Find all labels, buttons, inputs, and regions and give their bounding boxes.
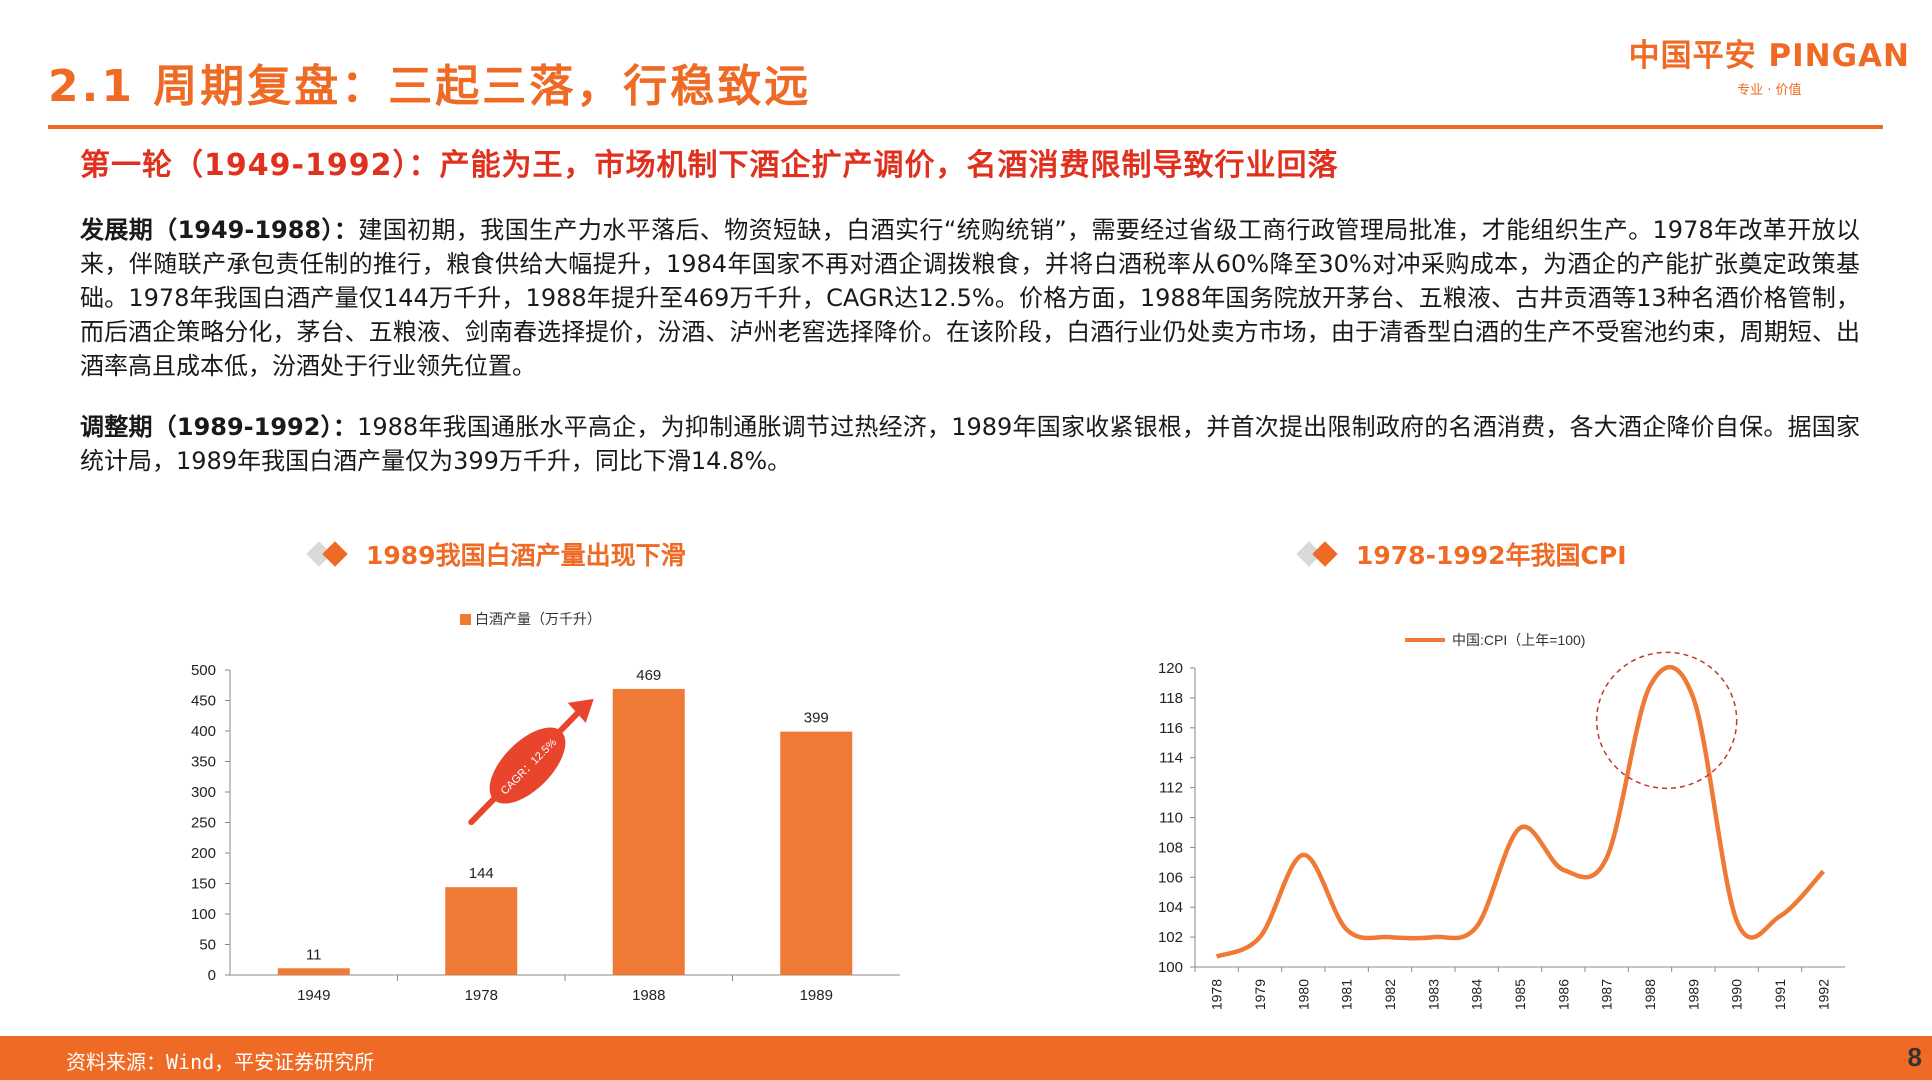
- x-tick-label: 1990: [1729, 979, 1745, 1010]
- cpi-line: [1215, 665, 1825, 959]
- y-tick-label: 100: [191, 906, 216, 923]
- x-tick-label: 1978: [465, 987, 498, 1004]
- paragraph-label: 调整期（1989-1992）：: [80, 413, 358, 441]
- logo-text: 中国平安 PINGAN: [1628, 38, 1910, 74]
- y-tick-label: 350: [191, 754, 216, 771]
- legend-swatch: [460, 614, 471, 625]
- x-tick-label: 1949: [297, 987, 330, 1004]
- y-tick-label: 200: [191, 845, 216, 862]
- section-subtitle: 第一轮（1949-1992）：产能为王，市场机制下酒企扩产调价，名酒消费限制导致…: [80, 148, 1339, 183]
- x-tick-label: 1985: [1512, 979, 1528, 1010]
- page-title: 2.1 周期复盘：三起三落，行稳致远: [48, 61, 812, 112]
- data-label: 399: [804, 710, 829, 727]
- title-divider: [48, 125, 1883, 129]
- bar: [612, 688, 685, 975]
- x-tick-label: 1981: [1339, 979, 1355, 1010]
- x-tick-label: 1988: [632, 987, 665, 1004]
- x-tick-label: 1988: [1642, 979, 1658, 1010]
- pingan-logo: 中国平安 PINGAN 专业 · 价值: [1629, 30, 1910, 98]
- y-tick-label: 118: [1159, 690, 1183, 707]
- line-chart-title-text: 1978-1992年我国CPI: [1356, 541, 1627, 570]
- x-tick-label: 1980: [1295, 979, 1311, 1010]
- bar: [445, 887, 518, 975]
- y-tick-label: 150: [191, 876, 216, 893]
- legend-label: 白酒产量（万千升）: [475, 611, 601, 627]
- y-tick-label: 50: [199, 937, 216, 954]
- data-label: 469: [636, 667, 661, 684]
- cagr-arrow-head: [567, 698, 594, 723]
- bar: [780, 731, 853, 975]
- diamond-bullet-icon: [306, 539, 358, 569]
- peak-highlight-circle: [1595, 651, 1738, 790]
- x-tick-label: 1992: [1815, 979, 1831, 1010]
- y-tick-label: 114: [1159, 750, 1183, 767]
- source-note: 资料来源：Wind，平安证券研究所: [66, 1050, 375, 1074]
- x-tick-label: 1983: [1425, 979, 1441, 1010]
- data-label: 11: [306, 946, 322, 963]
- paragraph-adjustment: 调整期（1989-1992）：1988年我国通胀水平高企，为抑制通胀调节过热经济…: [80, 410, 1860, 478]
- y-tick-label: 120: [1158, 660, 1183, 677]
- x-tick-label: 1986: [1555, 979, 1571, 1010]
- paragraph-label: 发展期（1949-1988）：: [80, 216, 359, 244]
- y-tick-label: 110: [1159, 810, 1183, 827]
- y-tick-label: 100: [1158, 959, 1183, 976]
- x-tick-label: 1987: [1599, 979, 1615, 1010]
- y-tick-label: 112: [1159, 780, 1183, 797]
- bar: [277, 968, 350, 975]
- x-tick-label: 1979: [1252, 979, 1268, 1010]
- paragraph-development: 发展期（1949-1988）：建国初期，我国生产力水平落后、物资短缺，白酒实行“…: [80, 213, 1860, 383]
- bar-chart-title-text: 1989我国白酒产量出现下滑: [366, 541, 686, 570]
- x-tick-label: 1989: [1685, 979, 1701, 1010]
- y-tick-label: 102: [1158, 929, 1183, 946]
- cagr-badge: [489, 727, 566, 804]
- y-tick-label: 108: [1158, 839, 1183, 856]
- bar-chart: 白酒产量（万千升） 0 50 100 150 200 250 300 350 400 450 500 1…: [191, 611, 900, 1004]
- x-tick-label: 1984: [1469, 979, 1485, 1010]
- x-tick-label: 1991: [1772, 979, 1788, 1010]
- y-tick-label: 450: [191, 693, 216, 710]
- y-tick-label: 0: [208, 967, 216, 984]
- legend-label: 中国:CPI（上年=100): [1452, 632, 1585, 648]
- y-tick-label: 500: [191, 662, 216, 679]
- y-tick-label: 106: [1158, 869, 1183, 886]
- paragraph-text: 建国初期，我国生产力水平落后、物资短缺，白酒实行“统购统销”，需要经过省级工商行…: [80, 216, 1860, 380]
- footer-bar: 资料来源：Wind，平安证券研究所 8: [0, 1036, 1932, 1080]
- x-tick-label: 1978: [1209, 979, 1225, 1010]
- y-tick-label: 116: [1159, 720, 1183, 737]
- diamond-bullet-icon: [1296, 539, 1348, 569]
- data-label: 144: [469, 865, 494, 882]
- y-tick-label: 400: [191, 723, 216, 740]
- x-tick-label: 1982: [1382, 979, 1398, 1010]
- logo-tagline: 专业 · 价值: [1737, 83, 1802, 98]
- line-chart-title: 1978-1992年我国CPI: [1296, 536, 1627, 572]
- x-tick-label: 1989: [800, 987, 833, 1004]
- bar-chart-title: 1989我国白酒产量出现下滑: [306, 536, 686, 572]
- y-tick-label: 300: [191, 784, 216, 801]
- y-tick-label: 250: [191, 815, 216, 832]
- line-chart: 中国:CPI（上年=100) 100 102 104 106 108 110 112 114 11…: [1158, 632, 1845, 1010]
- y-tick-label: 104: [1158, 899, 1183, 916]
- paragraph-text: 1988年我国通胀水平高企，为抑制通胀调节过热经济，1989年国家收紧银根，并首…: [80, 413, 1860, 475]
- page-number: 8: [1907, 1042, 1922, 1072]
